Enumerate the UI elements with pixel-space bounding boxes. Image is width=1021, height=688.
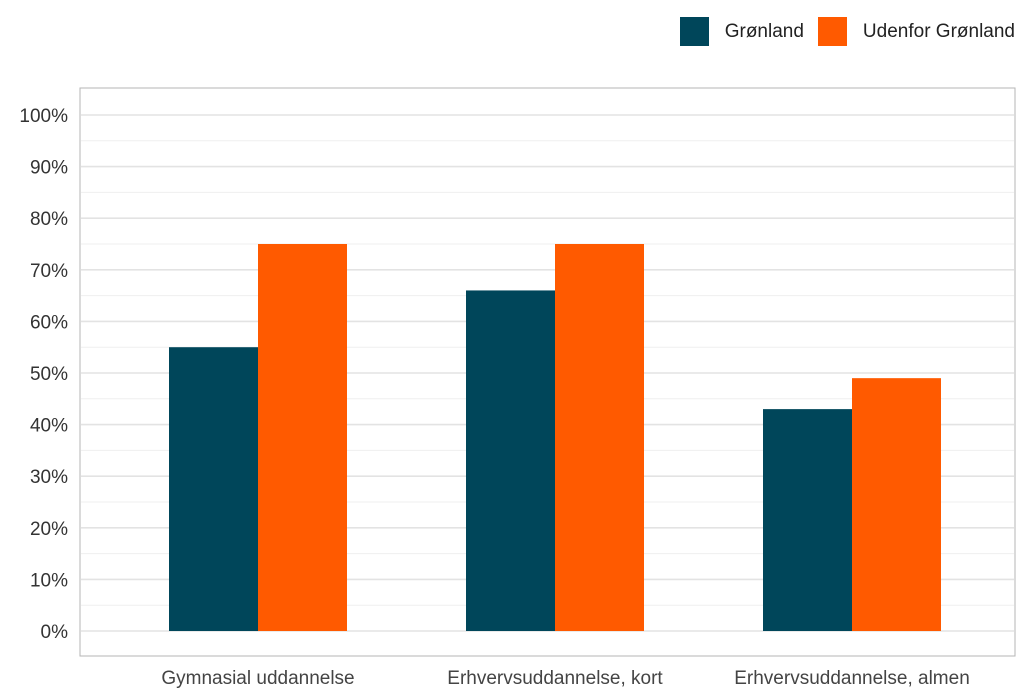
y-tick-label: 100% — [19, 106, 68, 127]
bar-gronland-2 — [763, 409, 852, 631]
y-tick-label: 60% — [30, 312, 68, 333]
y-tick-label: 30% — [30, 467, 68, 488]
y-tick-label: 70% — [30, 261, 68, 282]
y-tick-label: 80% — [30, 209, 68, 230]
y-tick-label: 0% — [41, 622, 69, 643]
y-tick-label: 40% — [30, 416, 68, 437]
legend-item-udenfor: Udenfor Grønland — [817, 17, 1015, 46]
bar-gronland-0 — [169, 347, 258, 631]
y-tick-label: 10% — [30, 570, 68, 591]
bar-udenfor-2 — [852, 378, 941, 631]
legend-swatch-gronland — [679, 17, 709, 46]
y-tick-label: 50% — [30, 364, 68, 385]
plot-frame — [79, 87, 1016, 657]
y-tick-label: 20% — [30, 519, 68, 540]
legend-swatch-udenfor — [817, 17, 847, 46]
x-tick-label: Erhvervsuddannelse, kort — [447, 668, 663, 688]
legend-label-gronland: Grønland — [724, 20, 804, 42]
bar-udenfor-0 — [258, 244, 347, 631]
x-tick-label: Erhvervsuddannelse, almen — [734, 668, 970, 688]
legend-item-gronland: Grønland — [679, 17, 804, 46]
bar-gronland-1 — [466, 290, 555, 631]
legend: Grønland Udenfor Grønland — [666, 17, 1015, 46]
legend-label-udenfor: Udenfor Grønland — [862, 20, 1015, 42]
y-tick-label: 90% — [30, 158, 68, 179]
bar-udenfor-1 — [555, 244, 644, 631]
x-tick-label: Gymnasial uddannelse — [161, 668, 354, 688]
